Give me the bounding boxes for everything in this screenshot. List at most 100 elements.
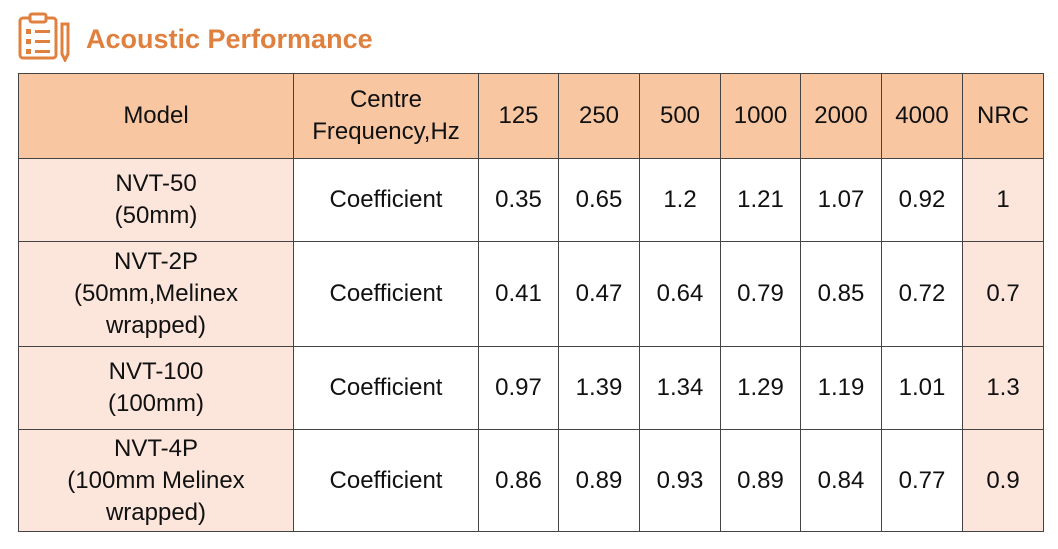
header-cell: 4000 xyxy=(881,73,963,159)
value-cell: 1.19 xyxy=(800,346,882,430)
value-cell: 0.9 xyxy=(962,429,1044,532)
label-cell: Coefficient xyxy=(293,158,479,242)
value-cell: 0.35 xyxy=(478,158,559,242)
data-row: NVT-2P (50mm,Melinex wrapped) Coefficient 0.… xyxy=(18,241,1044,347)
page-title: Acoustic Performance xyxy=(86,24,373,54)
cell-text: 125 xyxy=(498,102,539,129)
cell-text: (50mm) xyxy=(114,202,198,229)
header-cell: Centre Frequency,Hz xyxy=(293,73,479,159)
data-row: NVT-100 (100mm) Coefficient 0.97 1.39 1.34 1.2… xyxy=(18,346,1044,430)
cell-text: 4000 xyxy=(895,102,949,129)
cell-text: NVT-50 xyxy=(115,170,197,197)
value-cell: 1.3 xyxy=(962,346,1044,430)
cell-text: wrapped) xyxy=(105,312,207,339)
cell-text: 0.86 xyxy=(495,466,542,494)
header-cell: NRC xyxy=(962,73,1044,159)
cell-text: 0.72 xyxy=(898,280,946,307)
label-cell: Coefficient xyxy=(293,346,479,430)
cell-text: 0.9 xyxy=(986,466,1020,494)
value-cell: 0.85 xyxy=(800,241,882,347)
cell-text: (50mm,Melinex xyxy=(73,280,239,307)
value-cell: 0.93 xyxy=(639,429,721,532)
data-row: NVT-50 (50mm) Coefficient 0.35 0.65 1.2 1.21 1.… xyxy=(18,158,1044,242)
cell-text: 1.29 xyxy=(737,374,784,401)
value-cell: 1.34 xyxy=(639,346,721,430)
cell-text: 0.89 xyxy=(575,466,623,494)
cell-text: NVT-2P xyxy=(113,248,199,275)
value-cell: 0.97 xyxy=(478,346,559,430)
value-cell: 1.21 xyxy=(720,158,801,242)
acoustic-table: Model Centre Frequency,Hz 125 250 500 1000 2000… xyxy=(18,73,1044,532)
value-cell: 0.86 xyxy=(478,429,559,532)
model-cell: NVT-50 (50mm) xyxy=(18,158,294,242)
header-cell: 1000 xyxy=(720,73,801,159)
cell-text: 0.47 xyxy=(575,280,623,307)
cell-text: 1.3 xyxy=(986,374,1020,401)
cell-text: 0.35 xyxy=(495,186,542,213)
value-cell: 0.65 xyxy=(558,158,640,242)
cell-text: NRC xyxy=(977,102,1029,129)
cell-text: 0.92 xyxy=(898,186,946,213)
cell-text: wrapped) xyxy=(105,498,207,526)
cell-text: 1.01 xyxy=(898,374,946,401)
cell-text: 0.89 xyxy=(737,466,784,494)
cell-text: 1 xyxy=(996,186,1010,213)
value-cell: 0.72 xyxy=(881,241,963,347)
cell-text: Coefficient xyxy=(329,280,443,307)
model-cell: NVT-4P (100mm Melinex wrapped) xyxy=(18,429,294,532)
header-row: Model Centre Frequency,Hz 125 250 500 1000 2000… xyxy=(18,73,1044,159)
cell-text: 0.97 xyxy=(495,374,542,401)
value-cell: 1.01 xyxy=(881,346,963,430)
model-cell: NVT-2P (50mm,Melinex wrapped) xyxy=(18,241,294,347)
cell-text: Coefficient xyxy=(329,186,443,213)
cell-text: 0.77 xyxy=(898,466,946,494)
value-cell: 0.41 xyxy=(478,241,559,347)
value-cell: 0.89 xyxy=(558,429,640,532)
cell-text: 1.39 xyxy=(575,374,623,401)
cell-text: 0.65 xyxy=(575,186,623,213)
cell-text: 2000 xyxy=(814,102,868,129)
value-cell: 1.2 xyxy=(639,158,721,242)
value-cell: 0.89 xyxy=(720,429,801,532)
cell-text: 0.41 xyxy=(495,280,542,307)
value-cell: 0.64 xyxy=(639,241,721,347)
cell-text: 1.2 xyxy=(663,186,697,213)
value-cell: 0.84 xyxy=(800,429,882,532)
cell-text: 1.07 xyxy=(817,186,865,213)
cell-text: 0.7 xyxy=(986,280,1020,307)
value-cell: 1.29 xyxy=(720,346,801,430)
cell-text: 1.19 xyxy=(817,374,865,401)
value-cell: 0.79 xyxy=(720,241,801,347)
header-cell: 500 xyxy=(639,73,721,159)
value-cell: 0.7 xyxy=(962,241,1044,347)
title-icon xyxy=(18,12,70,62)
cell-text: Coefficient xyxy=(329,374,443,401)
header-cell: 125 xyxy=(478,73,559,159)
header-cell: 250 xyxy=(558,73,640,159)
cell-text: 0.64 xyxy=(656,280,704,307)
label-cell: Coefficient xyxy=(293,429,479,532)
cell-text: NVT-4P xyxy=(113,434,199,462)
model-cell: NVT-100 (100mm) xyxy=(18,346,294,430)
label-cell: Coefficient xyxy=(293,241,479,347)
cell-text: 0.79 xyxy=(737,280,784,307)
cell-text: (100mm) xyxy=(107,390,204,417)
value-cell: 0.92 xyxy=(881,158,963,242)
header-cell: Model xyxy=(18,73,294,159)
header-cell: 2000 xyxy=(800,73,882,159)
cell-text: 500 xyxy=(659,102,701,129)
value-cell: 1.07 xyxy=(800,158,882,242)
data-row: NVT-4P (100mm Melinex wrapped) Coefficient 0… xyxy=(18,429,1044,532)
cell-text: 1000 xyxy=(733,102,788,129)
cell-text: Centre xyxy=(349,86,423,113)
cell-text: 250 xyxy=(578,102,620,129)
value-cell: 1 xyxy=(962,158,1044,242)
cell-text: Frequency,Hz xyxy=(312,118,460,145)
cell-text: 1.21 xyxy=(737,186,784,213)
cell-text: 0.84 xyxy=(817,466,865,494)
cell-text: 0.93 xyxy=(656,466,704,494)
value-cell: 0.77 xyxy=(881,429,963,532)
value-cell: 0.47 xyxy=(558,241,640,347)
cell-text: 0.85 xyxy=(817,280,865,307)
